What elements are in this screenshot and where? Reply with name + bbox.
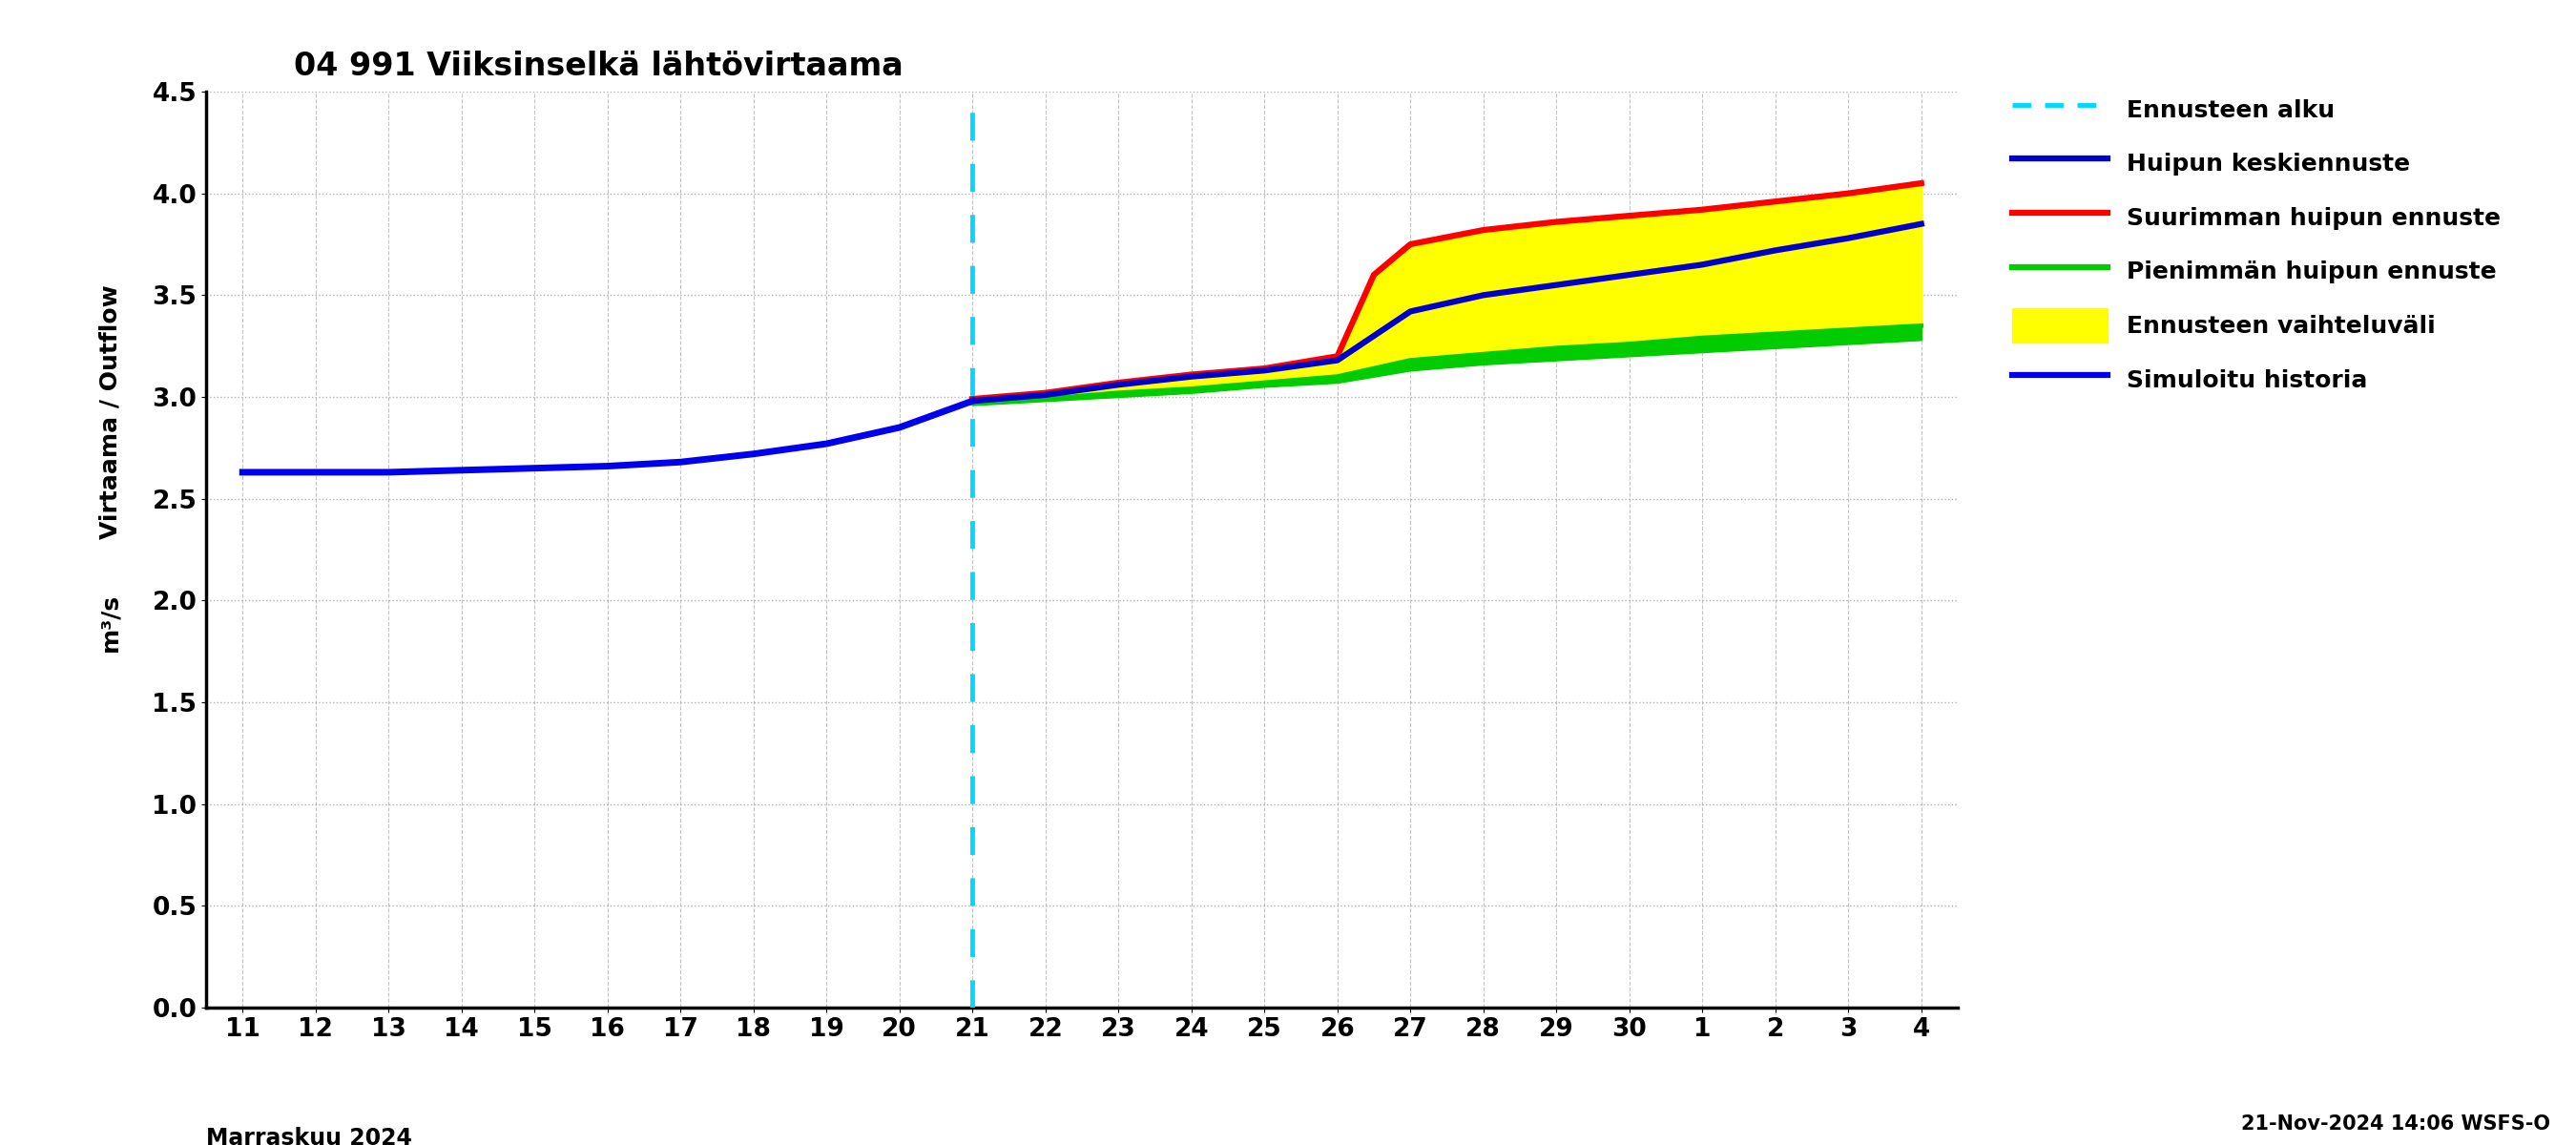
Text: 04 991 Viiksinselkä lähtövirtaama: 04 991 Viiksinselkä lähtövirtaama	[294, 50, 904, 82]
Text: Virtaama / Outflow: Virtaama / Outflow	[98, 285, 121, 539]
Text: m³/s: m³/s	[98, 594, 121, 652]
Legend: Ennusteen alku, Huipun keskiennuste, Suurimman huipun ennuste, Pienimmän huipun : Ennusteen alku, Huipun keskiennuste, Suu…	[2004, 85, 2506, 403]
Text: 21-Nov-2024 14:06 WSFS-O: 21-Nov-2024 14:06 WSFS-O	[2241, 1114, 2550, 1134]
Text: Marraskuu 2024: Marraskuu 2024	[206, 1127, 412, 1145]
